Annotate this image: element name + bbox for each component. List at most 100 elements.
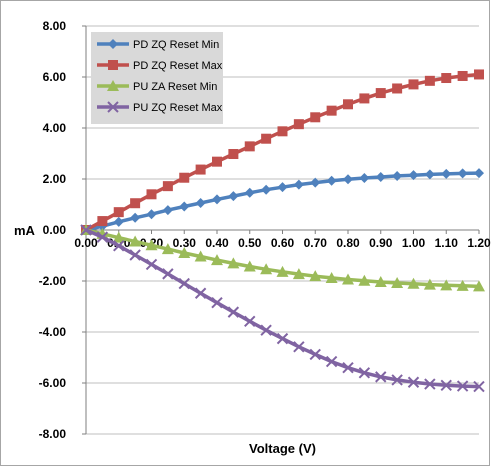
legend-label: PD ZQ Reset Max [133,60,223,72]
data-point [261,133,272,144]
data-point [293,179,304,190]
y-tick-labels: 8.00 6.00 4.00 2.00 0.00 -2.00 -4.00 -6.00 -8.00 [39,19,67,441]
data-point [211,296,223,309]
data-point [423,278,436,290]
data-point [129,249,141,261]
legend-swatch-marker [107,101,119,113]
x-tick-label: 0.50 [238,236,262,250]
data-point [440,379,452,392]
series-3 [80,224,485,292]
data-point [292,268,305,280]
data-point [391,374,403,386]
data-point [456,279,469,291]
data-point [260,263,273,275]
series-line [85,228,480,389]
data-point [211,254,223,266]
data-point [457,168,468,179]
y-tick-label: -4.00 [39,325,67,339]
legend-item: PD ZQ Reset Min [97,39,219,51]
data-point [358,367,371,379]
data-point [113,207,124,218]
data-point [293,341,305,353]
data-point [374,276,387,288]
data-point [97,216,108,227]
legend-label: PU ZA Reset Min [133,81,217,93]
data-point [179,201,190,212]
data-point [145,239,158,251]
data-point [342,361,354,374]
data-point [195,164,206,175]
legend-label: PU ZQ Reset Max [133,102,223,114]
data-point [392,170,403,181]
data-point [194,250,207,262]
data-point [424,378,436,390]
data-point [293,119,304,130]
y-tick-label: -6.00 [39,376,67,390]
data-point [424,169,435,180]
data-point [375,171,386,182]
data-point [326,105,337,116]
legend-swatch-marker [108,39,118,49]
data-point [244,315,256,327]
data-point [392,83,403,94]
legend-label: PD ZQ Reset Min [133,39,219,51]
y-tick-label: 6.00 [43,70,67,84]
legend-item: PU ZA Reset Min [97,80,217,93]
data-point [112,231,125,243]
data-point [162,205,173,216]
x-tick-label: 1.20 [467,236,491,250]
data-point [228,149,239,160]
data-point [244,141,255,152]
data-point [243,260,256,272]
data-point [310,112,321,123]
data-point [473,280,485,292]
x-tick-label: 0.90 [369,236,393,250]
data-point [440,279,453,291]
data-point [161,243,174,255]
data-point [474,168,484,179]
data-point [408,170,419,181]
data-point [96,231,109,243]
series-line [85,171,480,232]
data-point [325,271,338,283]
data-point [424,75,435,86]
x-tick-label: 0.30 [173,236,197,250]
data-point [276,332,289,345]
data-point [342,273,354,285]
data-point [343,174,353,185]
data-point [408,79,419,90]
data-point [326,175,337,186]
series-layer [80,69,485,393]
data-point [325,355,338,368]
series-4 [80,224,485,393]
x-tick-label: 0.60 [271,236,295,250]
x-axis-title: Voltage (V) [249,441,316,456]
data-point [375,371,387,383]
data-point [179,172,190,183]
data-point [113,216,124,227]
y-axis-title: mA [14,223,36,238]
data-point [473,380,485,393]
y-tick-label: -8.00 [39,427,67,441]
data-point [227,257,240,269]
data-point [309,270,322,282]
x-tick-label: 1.10 [435,236,459,250]
data-point [113,240,125,252]
legend-swatch-marker [107,80,119,91]
y-tick-label: 2.00 [43,172,67,186]
x-tick-label: 0.00 [74,236,98,250]
data-point [474,69,484,80]
data-point [277,126,288,137]
data-point [129,235,142,247]
data-point [178,277,190,290]
data-point [80,224,92,236]
data-point [309,348,321,361]
data-point [212,156,222,167]
data-point [195,197,206,208]
y-tick-label: -2.00 [39,274,67,288]
data-point [261,184,272,195]
legend-item: PD ZQ Reset Max [97,60,223,72]
x-tick-label: 1.00 [402,236,426,250]
data-point [260,324,272,336]
